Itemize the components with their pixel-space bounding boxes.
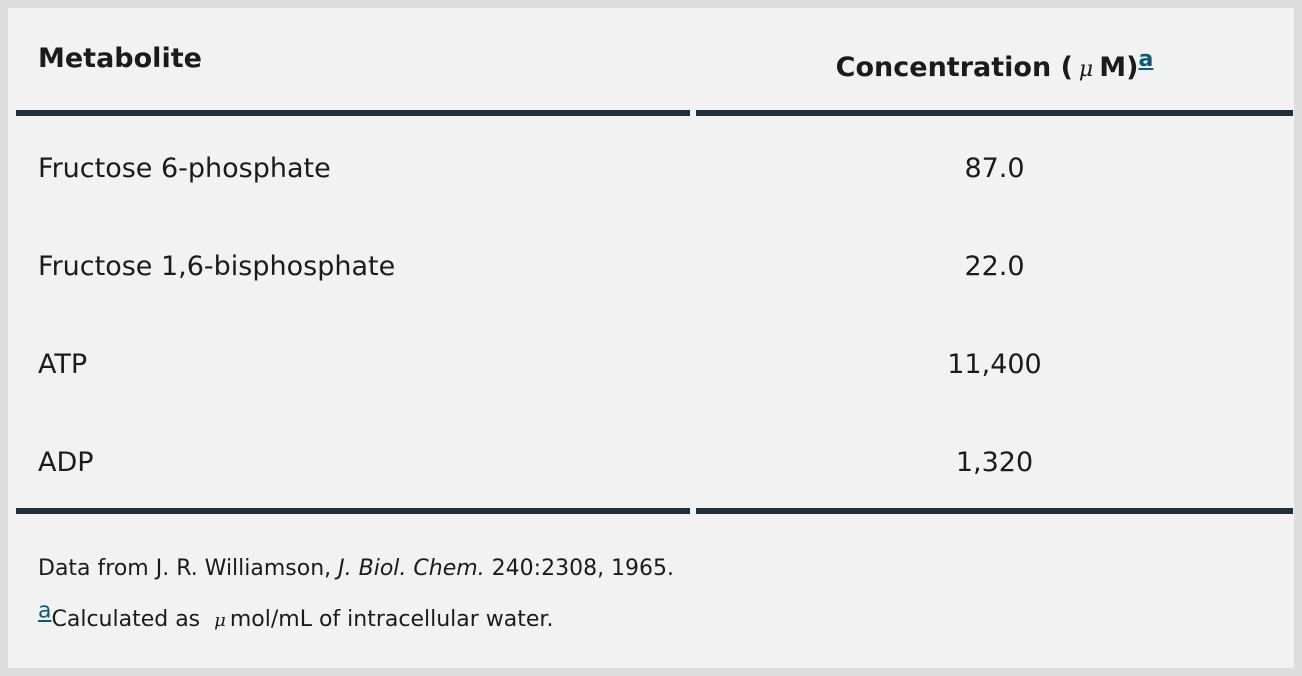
mu-symbol: μ — [1078, 56, 1094, 82]
table-row: ADP 1,320 — [16, 416, 1293, 514]
metabolite-header: Metabolite — [16, 16, 690, 116]
metabolite-name: Fructose 1,6-bisphosphate — [16, 220, 690, 312]
table-row: Fructose 1,6-bisphosphate 22.0 — [16, 220, 1293, 312]
concentration-value: 22.0 — [696, 220, 1293, 312]
source-suffix: 240:2308, 1965. — [484, 556, 675, 581]
metabolite-name: ATP — [16, 318, 690, 410]
concentration-header: Concentration (μ M)a — [696, 16, 1293, 116]
footnote-a-prefix: Calculated as — [51, 607, 201, 632]
concentration-header-suffix: M) — [1099, 51, 1139, 83]
metabolite-name: ADP — [16, 416, 690, 514]
concentration-header-prefix: Concentration ( — [835, 51, 1073, 83]
table-row: Fructose 6-phosphate 87.0 — [16, 122, 1293, 214]
source-journal: J. Biol. Chem. — [338, 556, 485, 581]
source-note: Data from J. R. Williamson, J. Biol. Che… — [38, 556, 674, 582]
metabolite-name: Fructose 6-phosphate — [16, 122, 690, 214]
footnote-a: aCalculated as μ mol/mL of intracellular w… — [38, 600, 674, 634]
concentration-value: 1,320 — [696, 416, 1293, 514]
footnote-a-link[interactable]: a — [1138, 46, 1154, 72]
mu-symbol: μ — [214, 610, 226, 631]
metabolite-table: Metabolite Concentration (μ M)a Fructose … — [10, 10, 1299, 520]
concentration-value: 11,400 — [696, 318, 1293, 410]
header-row: Metabolite Concentration (μ M)a — [16, 16, 1293, 116]
table-footnotes: Data from J. R. Williamson, J. Biol. Che… — [38, 556, 674, 661]
concentration-value: 87.0 — [696, 122, 1293, 214]
source-prefix: Data from J. R. Williamson, — [38, 556, 339, 581]
footnote-a-suffix: mol/mL of intracellular water. — [229, 607, 554, 632]
footnote-a-marker[interactable]: a — [38, 598, 52, 624]
table-row: ATP 11,400 — [16, 318, 1293, 410]
